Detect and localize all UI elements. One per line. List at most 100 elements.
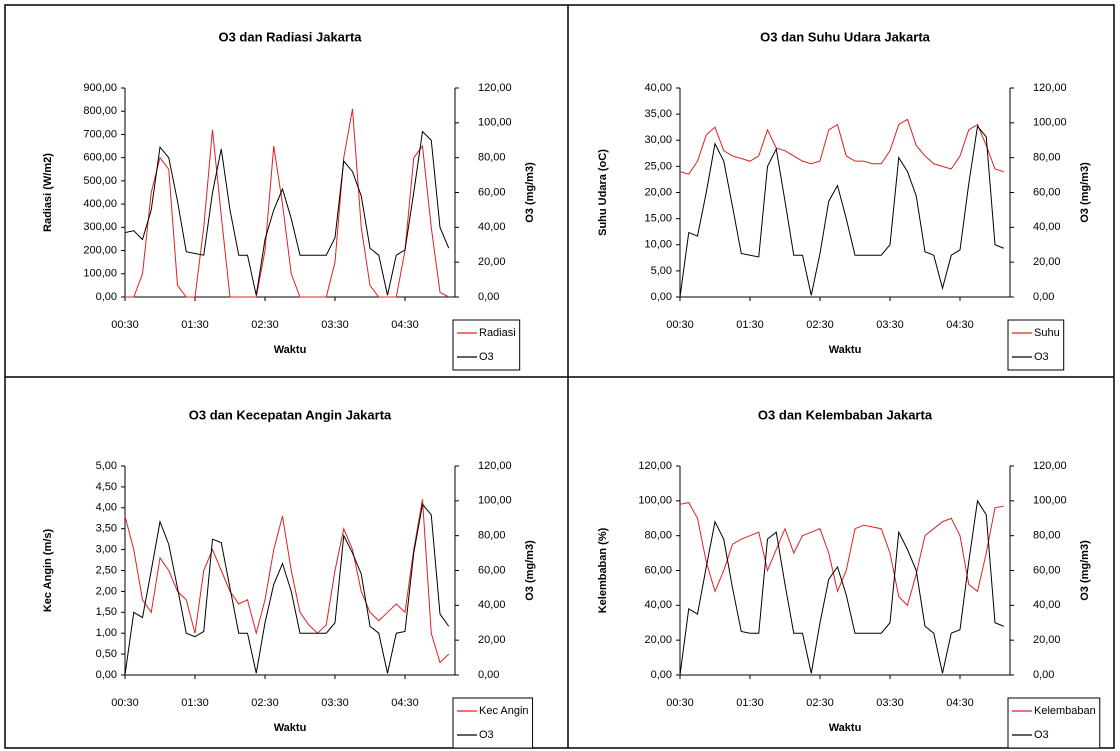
y2-axis-title: O3 (mg/m3)	[1079, 540, 1091, 601]
y-tick-label: 120,00	[638, 460, 672, 472]
y-tick-label: 40,00	[644, 599, 672, 611]
legend: Kelembaban O3	[1007, 697, 1101, 749]
y2-tick-label: 80,00	[1033, 152, 1061, 164]
y-tick-label: 40,00	[644, 82, 672, 94]
x-tick-label: 00:30	[111, 319, 139, 331]
legend-label: Suhu	[1034, 327, 1060, 339]
y-tick-label: 30,00	[644, 134, 672, 146]
y-tick-label: 100,00	[638, 495, 672, 507]
y2-axis-title: O3 (mg/m3)	[524, 162, 536, 223]
y-axis-title: Radiasi (W/m2)	[42, 153, 54, 232]
y2-tick-label: 20,00	[478, 634, 506, 646]
y-tick-label: 20,00	[644, 186, 672, 198]
x-tick-label: 04:30	[391, 697, 419, 709]
x-tick-label: 02:30	[806, 697, 834, 709]
y-axis-title: Kelembaban (%)	[597, 527, 609, 613]
y2-tick-label: 120,00	[478, 460, 512, 472]
y-tick-label: 25,00	[644, 160, 672, 172]
y2-tick-label: 120,00	[1033, 460, 1067, 472]
y-tick-label: 3,00	[96, 544, 117, 556]
chart-title: O3 dan Kelembaban Jakarta	[758, 407, 933, 422]
series-line	[679, 499, 1004, 676]
y-tick-label: 100,00	[83, 268, 117, 280]
y2-tick-label: 80,00	[1033, 530, 1061, 542]
y2-tick-label: 0,00	[1033, 291, 1054, 303]
x-axis-title: Waktu	[829, 344, 862, 356]
y-axis-title: Kec Angin (m/s)	[42, 529, 54, 613]
y-tick-label: 2,50	[96, 564, 117, 576]
legend-label: O3	[1034, 729, 1049, 741]
y2-tick-label: 80,00	[478, 530, 506, 542]
series-line	[124, 503, 450, 676]
x-tick-label: 02:30	[251, 697, 279, 709]
y-tick-label: 0,50	[96, 648, 117, 660]
y2-tick-label: 100,00	[1033, 117, 1067, 129]
x-tick-label: 02:30	[251, 319, 279, 331]
y2-tick-label: 120,00	[1033, 82, 1067, 94]
y-tick-label: 5,00	[651, 265, 672, 277]
series-line	[679, 502, 1004, 607]
y2-tick-label: 40,00	[478, 599, 506, 611]
y-tick-label: 1,00	[96, 627, 117, 639]
y-axis-title: Suhu Udara (oC)	[597, 149, 609, 236]
y-tick-label: 800,00	[83, 105, 117, 117]
legend-label: Kec Angin	[479, 705, 529, 717]
x-tick-label: 04:30	[391, 319, 419, 331]
y-tick-label: 2,00	[96, 585, 117, 597]
x-tick-label: 04:30	[946, 319, 974, 331]
x-tick-label: 03:30	[876, 697, 904, 709]
y-tick-label: 300,00	[83, 221, 117, 233]
series-line	[124, 130, 450, 296]
legend-box	[452, 319, 521, 371]
y2-tick-label: 40,00	[478, 221, 506, 233]
y-tick-label: 600,00	[83, 152, 117, 164]
y2-tick-label: 20,00	[1033, 634, 1061, 646]
y-tick-label: 400,00	[83, 198, 117, 210]
x-tick-label: 00:30	[111, 697, 139, 709]
x-tick-label: 03:30	[321, 319, 349, 331]
x-tick-label: 03:30	[876, 319, 904, 331]
y-tick-label: 4,50	[96, 481, 117, 493]
y2-tick-label: 100,00	[478, 495, 512, 507]
y-tick-label: 0,00	[651, 291, 672, 303]
y2-tick-label: 80,00	[478, 152, 506, 164]
series-line	[125, 108, 449, 298]
y2-tick-label: 40,00	[1033, 221, 1061, 233]
y-tick-label: 20,00	[644, 634, 672, 646]
y-tick-label: 10,00	[644, 239, 672, 251]
y2-tick-label: 60,00	[1033, 564, 1061, 576]
legend-label: O3	[479, 729, 494, 741]
x-tick-label: 00:30	[666, 319, 694, 331]
x-axis-title: Waktu	[274, 344, 307, 356]
legend: Suhu O3	[1007, 319, 1065, 371]
y-tick-label: 500,00	[83, 175, 117, 187]
legend-box	[1007, 319, 1065, 371]
y2-tick-label: 0,00	[1033, 669, 1054, 681]
legend-box	[452, 697, 534, 749]
x-tick-label: 01:30	[181, 319, 209, 331]
y-tick-label: 0,00	[651, 669, 672, 681]
y-tick-label: 0,00	[96, 669, 117, 681]
y-tick-label: 60,00	[644, 564, 672, 576]
y-tick-label: 5,00	[96, 460, 117, 472]
y-tick-label: 1,50	[96, 606, 117, 618]
y2-axis-title: O3 (mg/m3)	[1079, 162, 1091, 223]
y2-tick-label: 60,00	[478, 564, 506, 576]
y-tick-label: 15,00	[644, 213, 672, 225]
x-axis-title: Waktu	[274, 722, 307, 734]
y2-tick-label: 100,00	[478, 117, 512, 129]
x-tick-label: 01:30	[736, 319, 764, 331]
chart-title: O3 dan Kecepatan Angin Jakarta	[189, 407, 392, 422]
y-tick-label: 3,50	[96, 523, 117, 535]
x-tick-label: 01:30	[181, 697, 209, 709]
y-tick-label: 80,00	[644, 530, 672, 542]
x-tick-label: 03:30	[321, 697, 349, 709]
y2-axis-title: O3 (mg/m3)	[524, 540, 536, 601]
y-tick-label: 4,00	[96, 502, 117, 514]
legend-label: Kelembaban	[1034, 705, 1096, 717]
y2-tick-label: 40,00	[1033, 599, 1061, 611]
legend-box	[1007, 697, 1101, 749]
y2-tick-label: 60,00	[478, 186, 506, 198]
x-tick-label: 04:30	[946, 697, 974, 709]
